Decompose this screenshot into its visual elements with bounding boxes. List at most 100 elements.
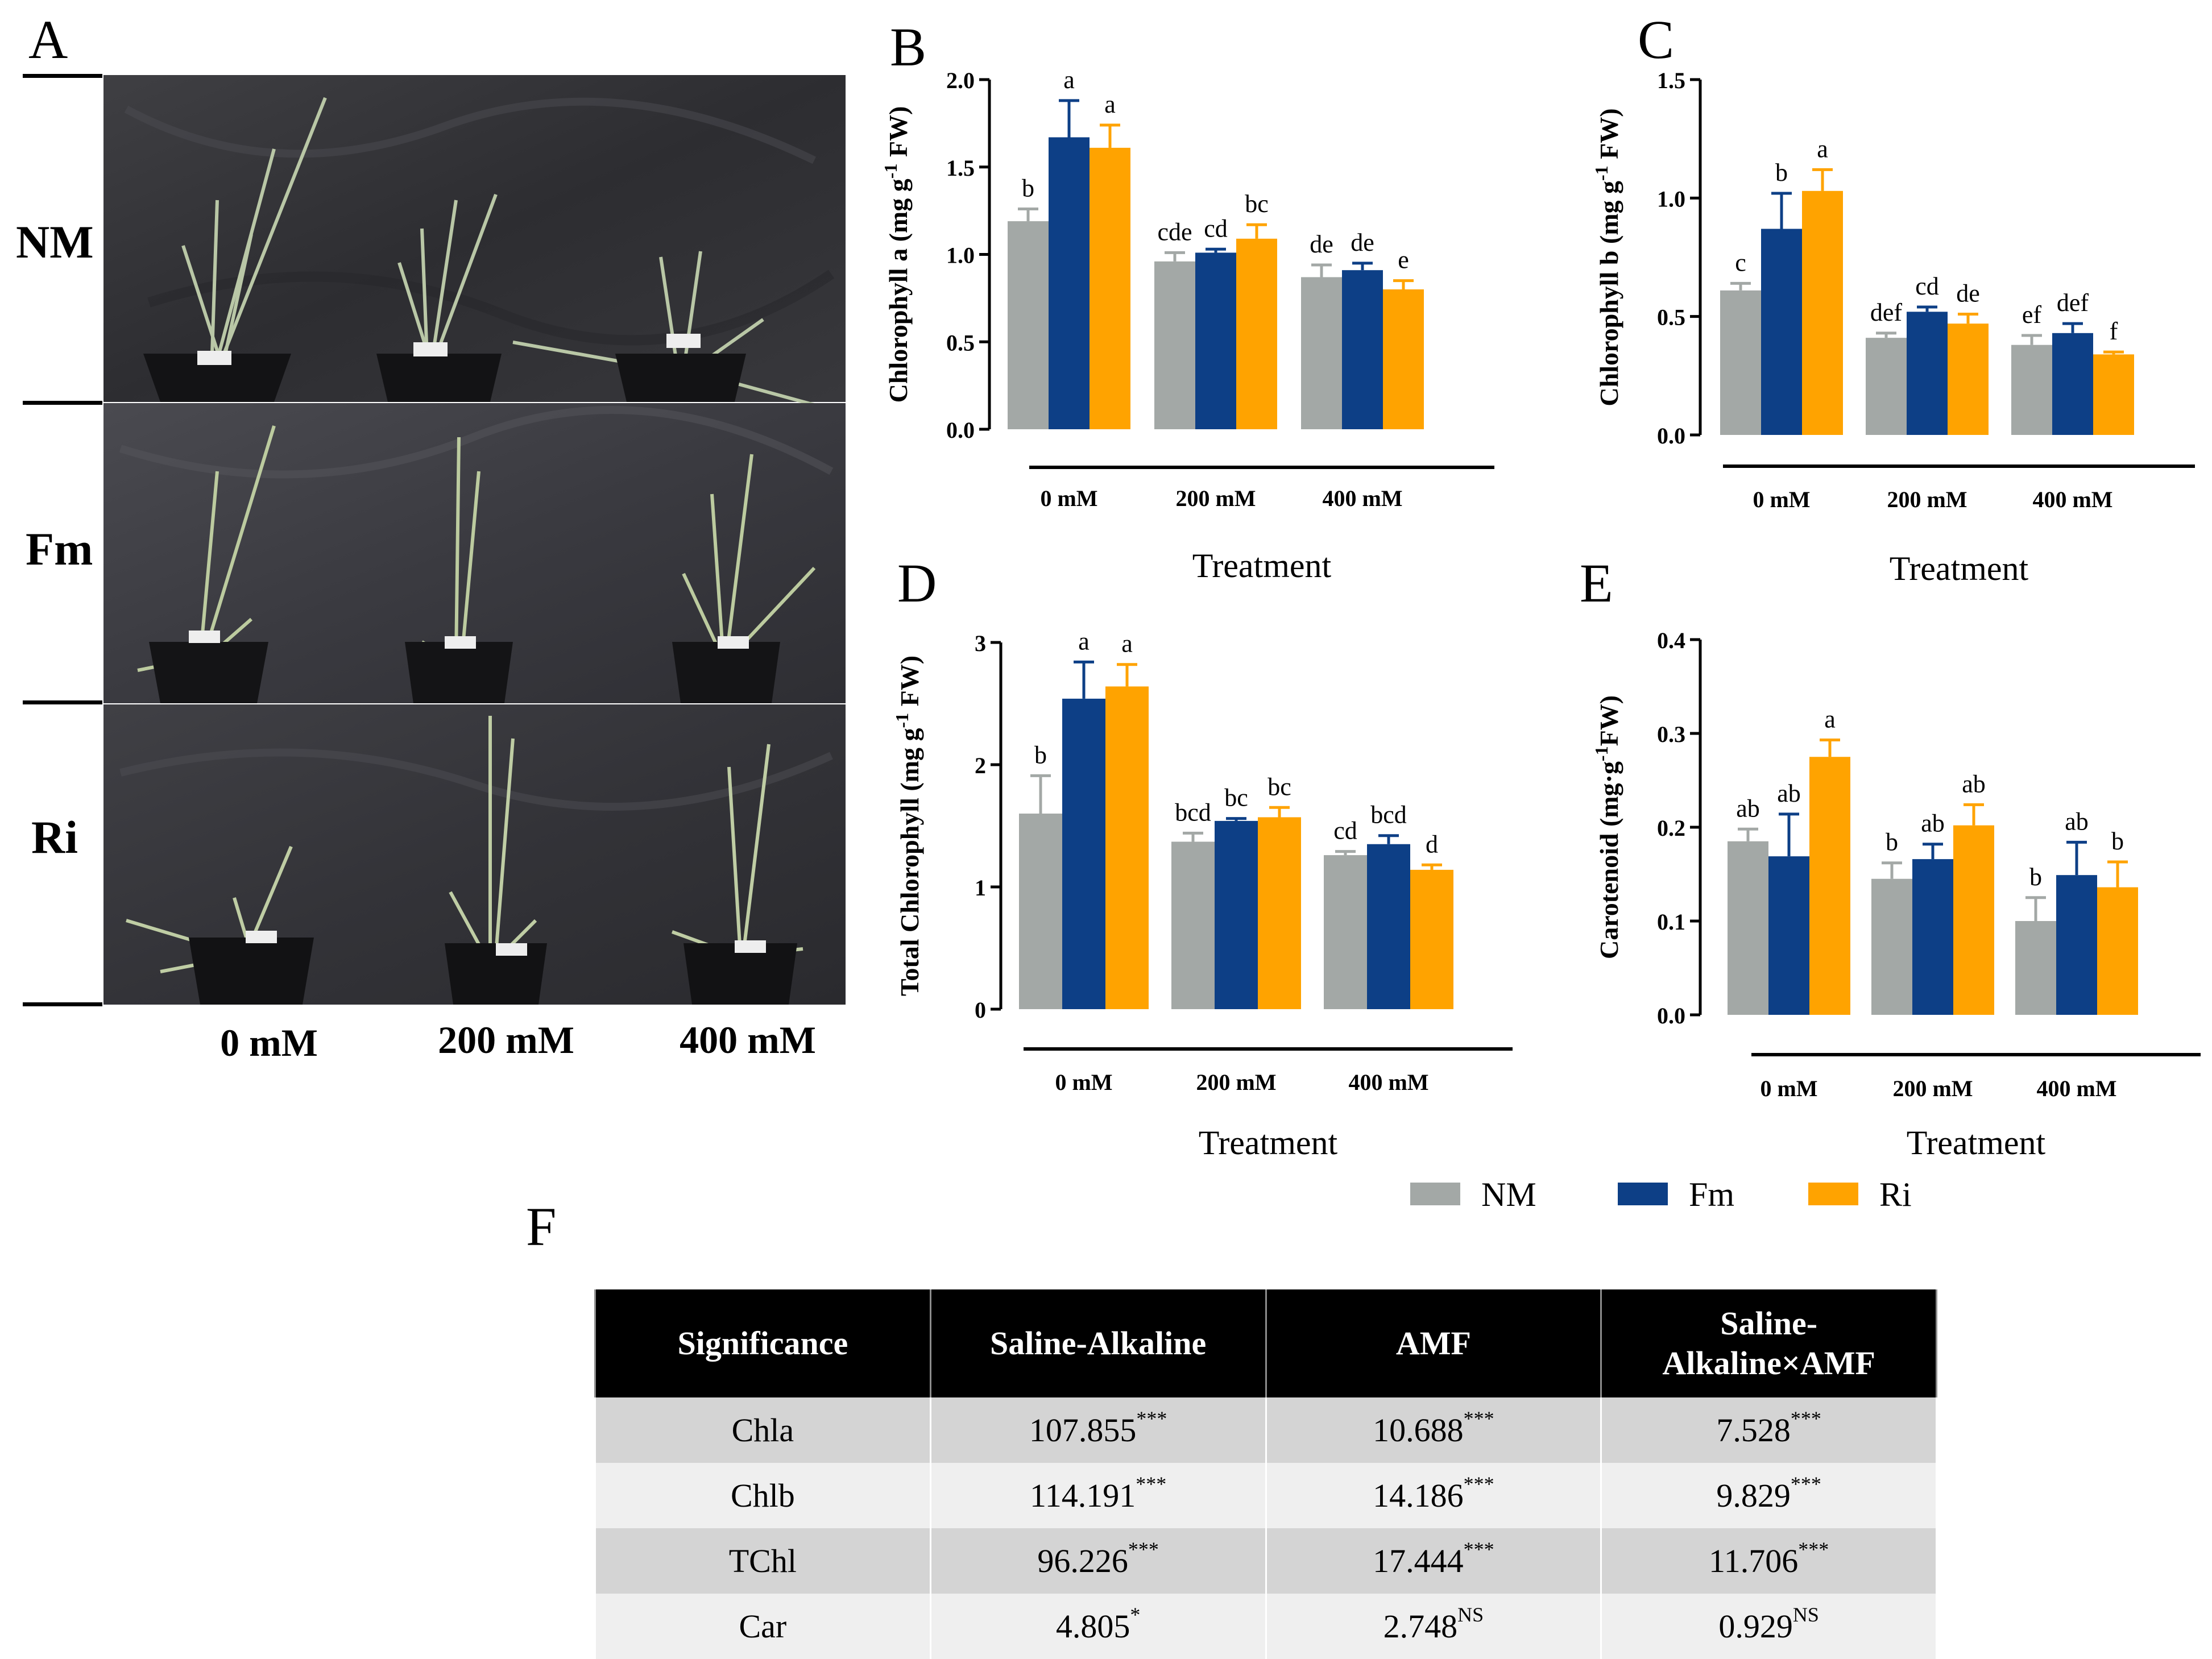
x-tick-label: 200 mM [1175, 486, 1256, 511]
significance-letter: ab [1962, 770, 1986, 798]
bar-ri [1105, 686, 1149, 1009]
header-interaction: Saline- Alkaline×AMF [1600, 1289, 1937, 1397]
bar-fm [1195, 252, 1236, 429]
bar-nm [1871, 878, 1912, 1015]
significance-letter: b [2111, 827, 2124, 855]
bar-ri [1410, 869, 1453, 1009]
bar-nm [1728, 841, 1768, 1015]
y-tick-label: 0.3 [1657, 721, 1685, 747]
legend-label-nm: NM [1481, 1176, 1536, 1213]
panel-letter-a: A [28, 9, 68, 70]
bar-ri [1383, 289, 1424, 429]
bar-ri [1953, 825, 1994, 1015]
x-tick-label: 0 mM [1753, 487, 1810, 512]
panel-letter-d: D [897, 553, 937, 613]
significance-letter: c [1735, 248, 1746, 276]
y-axis-label: Chlorophyll b (mg g-1 FW) [1591, 108, 1623, 406]
significance-letter: f [2110, 317, 2118, 345]
y-tick-label: 1.0 [946, 243, 975, 268]
x-axis-label: Treatment [1890, 550, 2029, 587]
significance-letter: ab [2065, 807, 2089, 835]
y-axis-label-end: FW) [1594, 108, 1623, 165]
x-tick-label: 400 mM [1322, 486, 1402, 511]
y-tick-label: 0.1 [1657, 909, 1685, 935]
bar-fm [1342, 270, 1383, 429]
table-cell: 17.444*** [1265, 1528, 1602, 1594]
panel-letter-b: B [890, 16, 927, 77]
table-cell: 11.706*** [1600, 1528, 1937, 1594]
table-cell: 4.805* [929, 1594, 1267, 1659]
header-amf: AMF [1265, 1289, 1602, 1397]
significance-letter: def [2057, 289, 2089, 317]
panel-letter-c: C [1638, 9, 1675, 70]
bar-nm [1301, 277, 1342, 429]
y-axis-label-sup: -1 [880, 164, 901, 179]
x-tick-label: 200 mM [1892, 1076, 1973, 1101]
significance-letter: cd [1204, 214, 1228, 242]
significance-letter: cd [1333, 817, 1357, 845]
x-axis-label: Treatment [1192, 547, 1332, 584]
significance-letter: e [1398, 246, 1409, 274]
significance-letter: bc [1267, 773, 1291, 801]
chart-total-chlorophyll: 0 1 2 3 Total Chlorophyll (mg g-1 FW) b a a 0 mM… [892, 627, 1513, 1162]
bar-ri [2097, 887, 2138, 1015]
table-cell: 7.528*** [1600, 1397, 1937, 1463]
chart-chlorophyll-b: 0.0 0.5 1.0 1.5 Chlorophyll b (mg g-1 FW) c b a… [1591, 68, 2195, 587]
bar-fm [2052, 333, 2093, 435]
bar-ri [1090, 147, 1130, 429]
legend-swatch-ri [1808, 1183, 1858, 1205]
bar-ri [1948, 323, 1989, 435]
bar-fm [1907, 312, 1948, 435]
legend-swatch-fm [1618, 1183, 1668, 1205]
bar-ri [2093, 354, 2134, 435]
row-label-fm: Fm [26, 523, 93, 575]
significance-letter: b [2029, 863, 2042, 891]
significance-letter: a [1063, 66, 1075, 94]
bar-fm [1215, 820, 1258, 1009]
significance-letter: b [1034, 741, 1047, 769]
bar-fm [1768, 856, 1809, 1015]
x-tick-label: 0 mM [1760, 1076, 1817, 1101]
legend-label-ri: Ri [1879, 1176, 1912, 1213]
y-tick-label: 0.2 [1657, 815, 1685, 841]
x-tick-label: 0 mM [1055, 1069, 1112, 1095]
row-label: TChl [594, 1528, 931, 1594]
significance-letter: b [1886, 828, 1898, 856]
y-axis-label-sup: -1 [892, 713, 912, 728]
y-tick-label: 0.5 [1657, 305, 1685, 330]
bar-nm [2011, 345, 2052, 435]
plant-photos [103, 75, 846, 1005]
significance-letter: def [1870, 298, 1903, 326]
significance-letter: de [1351, 229, 1374, 256]
chart-chlorophyll-a: 0.0 0.5 1.0 1.5 2.0 Chlorophyll a (mg g-1 FW)… [880, 66, 1494, 584]
x-tick-label: 0 mM [1040, 486, 1097, 511]
significance-letter: a [1817, 135, 1828, 163]
col-label-200mm: 200 mM [438, 1018, 574, 1061]
table-row: Chla 107.855*** 10.688*** 7.528*** [594, 1397, 1937, 1463]
significance-letter: a [1104, 90, 1116, 118]
photo-row-ri [103, 704, 846, 1005]
table-cell: 9.829*** [1600, 1463, 1937, 1528]
bar-nm [1324, 855, 1367, 1009]
y-axis-label-end: FW) [1594, 695, 1623, 746]
significance-letter: bcd [1370, 801, 1407, 829]
significance-letter: ab [1921, 810, 1945, 837]
bar-ri [1802, 190, 1843, 435]
significance-letter: bcd [1175, 798, 1211, 826]
row-rule-bottom [23, 1002, 102, 1006]
bar-ri [1258, 817, 1301, 1009]
row-label: Chla [594, 1397, 931, 1463]
table-cell: 14.186*** [1265, 1463, 1602, 1528]
x-tick-label: 400 mM [2032, 487, 2112, 512]
table-cell: 107.855*** [929, 1397, 1267, 1463]
y-axis-label-sup: -1 [1591, 165, 1612, 181]
x-tick-label: 400 mM [1348, 1069, 1428, 1095]
bar-ri [1236, 238, 1277, 429]
photo-row-nm [103, 75, 846, 407]
bar-nm [1019, 814, 1062, 1009]
bar-nm [1720, 290, 1761, 435]
significance-letter: cd [1915, 272, 1939, 300]
table-cell: 114.191*** [929, 1463, 1267, 1528]
significance-letter: d [1426, 830, 1438, 858]
header-significance: Significance [594, 1289, 931, 1397]
